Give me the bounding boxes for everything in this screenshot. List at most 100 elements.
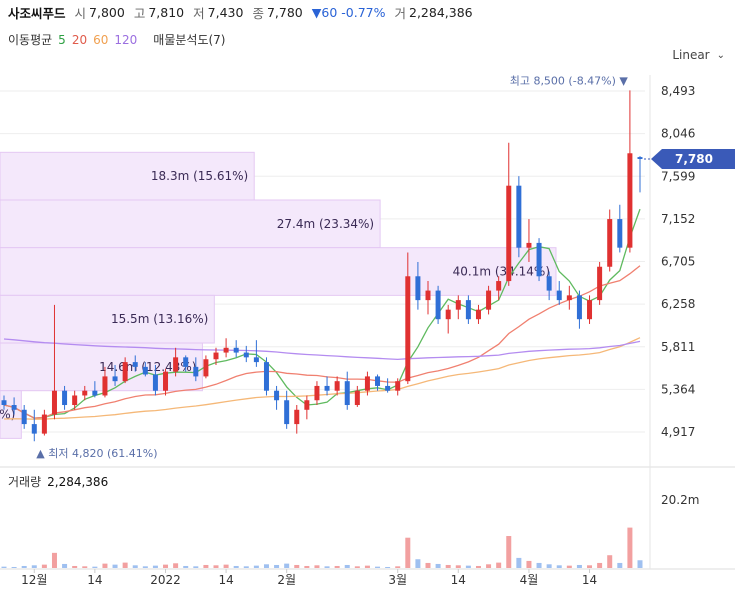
candle-body xyxy=(435,290,441,320)
candle xyxy=(82,385,88,401)
candle xyxy=(455,295,461,320)
candle xyxy=(496,276,502,301)
candle xyxy=(102,366,108,398)
candle-body xyxy=(566,295,572,301)
volume-bar xyxy=(304,565,310,568)
price-tick-label: 5,811 xyxy=(661,340,695,354)
volume-bar xyxy=(334,565,340,568)
candle xyxy=(142,362,148,377)
ma-5[interactable]: 5 xyxy=(58,32,66,47)
x-tick-label: 14 xyxy=(87,573,102,587)
candle-body xyxy=(132,362,138,367)
volume-bar xyxy=(142,566,148,568)
candle xyxy=(243,345,249,363)
volume-bar xyxy=(597,562,603,568)
volume-bar xyxy=(344,564,350,568)
volume-bar xyxy=(455,565,461,568)
candle-body xyxy=(576,295,582,320)
candle xyxy=(375,374,381,391)
x-tick-label: 2월 xyxy=(277,573,296,587)
candle xyxy=(526,219,532,262)
volume-bar xyxy=(617,562,623,568)
candle-body xyxy=(122,362,128,382)
volume-bar xyxy=(556,565,562,568)
candle-body xyxy=(41,414,47,434)
volume-profile-label[interactable]: 매물분석도(7) xyxy=(153,33,226,47)
volume-bar xyxy=(566,565,572,568)
candle xyxy=(486,285,492,315)
candle xyxy=(334,376,340,396)
price-tick-label: 6,705 xyxy=(661,255,695,269)
stock-name[interactable]: 사조씨푸드 xyxy=(8,5,66,21)
candle-body xyxy=(445,309,451,320)
volume-profile-label: 15.5m (13.16%) xyxy=(111,312,208,326)
scale-selector[interactable]: Linear ⌄ xyxy=(672,48,725,62)
candle-body xyxy=(506,185,512,282)
volume-value: 2,284,386 xyxy=(409,4,473,20)
ma-label[interactable]: 이동평균 xyxy=(8,33,53,47)
open-label: 시 xyxy=(74,5,87,21)
candle-body xyxy=(1,400,7,406)
chevron-down-icon: ⌄ xyxy=(716,49,725,61)
candle xyxy=(587,295,593,324)
volume-bar xyxy=(385,566,391,568)
candle xyxy=(163,368,169,396)
volume-bar xyxy=(223,564,229,568)
candle-body xyxy=(526,242,532,248)
x-axis: 12월 14 2022 14 2월 3월 14 4월 14 xyxy=(21,569,597,587)
ma60-line xyxy=(3,337,641,420)
volume-bar xyxy=(132,565,138,568)
volume-bar xyxy=(112,564,118,568)
scale-mode: Linear xyxy=(672,48,710,62)
candle xyxy=(354,385,360,407)
candle xyxy=(597,261,603,305)
volume-bar xyxy=(183,565,189,568)
candle-body xyxy=(465,300,471,320)
ma-20[interactable]: 20 xyxy=(71,32,88,47)
volume-bar xyxy=(364,565,370,568)
low-value: 7,430 xyxy=(207,4,244,20)
volume-bar xyxy=(274,564,280,568)
candle-body xyxy=(82,390,88,396)
ma-60[interactable]: 60 xyxy=(93,32,109,47)
candle-body xyxy=(21,409,27,425)
indicator-bar: 이동평균 5 20 60 120 매물분석도(7) xyxy=(8,31,231,48)
volume-bar xyxy=(516,557,522,568)
x-tick-label: 4월 xyxy=(520,573,539,587)
candle-body xyxy=(62,390,68,406)
candle-body xyxy=(183,357,189,367)
candle xyxy=(11,397,17,415)
candle-body xyxy=(223,347,229,353)
candle-body xyxy=(354,390,360,406)
ma-120[interactable]: 120 xyxy=(114,32,138,47)
candle-body xyxy=(627,153,633,248)
price-tick-label: 8,493 xyxy=(661,84,695,98)
candle-body xyxy=(395,381,401,391)
candle-body xyxy=(152,374,158,391)
candle xyxy=(193,357,199,382)
candle xyxy=(556,281,562,305)
candle xyxy=(475,304,481,324)
candle-body xyxy=(637,157,643,159)
candle xyxy=(607,209,613,272)
volume-bars xyxy=(1,527,643,568)
volume-bar xyxy=(486,564,492,568)
volume-bar xyxy=(637,560,643,568)
candle xyxy=(274,385,280,410)
volume-bar xyxy=(284,563,290,568)
candle xyxy=(122,357,128,384)
candle xyxy=(1,395,7,410)
candle-body xyxy=(213,352,219,360)
volume-bar xyxy=(546,564,552,568)
candle xyxy=(506,142,512,286)
volume-bar xyxy=(243,566,249,568)
volume-bar xyxy=(506,536,512,568)
volume-label: 거 xyxy=(394,5,406,21)
candle xyxy=(395,378,401,396)
candle-body xyxy=(496,281,502,291)
x-tick-label: 2022 xyxy=(150,573,181,587)
candle-body xyxy=(385,385,391,391)
candle xyxy=(112,364,118,386)
current-price-tag xyxy=(651,148,735,169)
